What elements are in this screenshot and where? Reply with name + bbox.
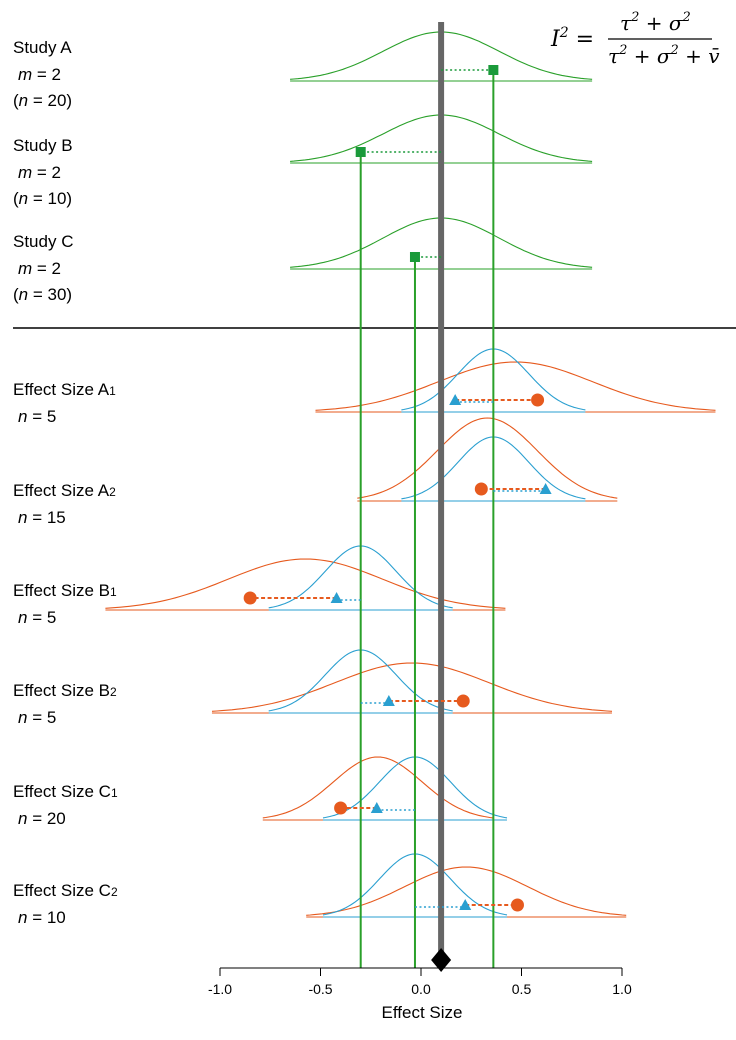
effect-a2-n: n = 15 — [18, 508, 66, 527]
effect-c2-distribution — [306, 866, 627, 916]
effect-b1-distribution — [105, 558, 506, 609]
adjusted-a2-marker — [539, 483, 552, 494]
effect-a2-distribution — [357, 417, 618, 499]
study-b-name: Study B — [13, 136, 73, 155]
x-tick-label-0: -1.0 — [208, 981, 232, 997]
study-b-marker — [355, 147, 366, 157]
effect-c1-name: Effect Size C1 — [13, 782, 118, 801]
study-b-n: (n = 10) — [13, 189, 72, 208]
effect-a2-marker — [474, 482, 488, 496]
effect-c2-name: Effect Size C2 — [13, 881, 118, 900]
x-tick-label-1: -0.5 — [308, 981, 332, 997]
overall-effect-diamond — [431, 948, 452, 972]
formula-denominator: τ2 + σ2 + v̄ — [608, 43, 720, 68]
effect-c1-distribution — [262, 756, 493, 819]
formula-lhs: I — [550, 27, 561, 52]
effect-c2-n: n = 10 — [18, 908, 66, 927]
svg-text:I2 =: I2 = — [550, 25, 594, 52]
effect-b2-n: n = 5 — [18, 708, 56, 727]
effect-c1-n: n = 20 — [18, 809, 66, 828]
effect-c2-marker — [510, 898, 524, 912]
effect-a1-n: n = 5 — [18, 407, 56, 426]
study-labels: Study A m = 2 (n = 20) Study B m = 2 (n … — [13, 38, 73, 304]
formula-lhs-sup: 2 — [559, 25, 569, 41]
effect-a1-distribution — [315, 361, 716, 411]
effect-markers — [243, 65, 552, 912]
study-a-n: (n = 20) — [13, 91, 72, 110]
adjusted-b2-marker — [382, 695, 395, 706]
study-a-name: Study A — [13, 38, 72, 57]
effect-b1-name: Effect Size B1 — [13, 581, 117, 600]
adjusted-c1-marker — [370, 802, 383, 813]
effect-a2-name: Effect Size A2 — [13, 481, 116, 500]
study-a-marker — [488, 65, 499, 75]
i-squared-formula: I2 = τ2 + σ2 τ2 + σ2 + v̄ — [550, 10, 720, 68]
effect-b2-marker — [456, 694, 470, 708]
adjusted-a1-marker — [449, 394, 462, 405]
study-c-marker — [409, 252, 420, 262]
x-tick-label-3: 0.5 — [512, 981, 532, 997]
study-c-m: m = 2 — [18, 259, 61, 278]
x-axis-label: Effect Size — [382, 1003, 463, 1022]
effect-b1-n: n = 5 — [18, 608, 56, 627]
overall-effect-line — [431, 22, 452, 972]
formula-numerator: τ2 + σ2 — [620, 10, 691, 35]
effect-b2-distribution — [211, 662, 613, 712]
effect-size-labels: Effect Size A1 n = 5 Effect Size A2 n = … — [13, 380, 118, 927]
x-tick-label-4: 1.0 — [612, 981, 632, 997]
effect-c1-marker — [334, 801, 348, 815]
study-reference-lines — [359, 70, 495, 968]
x-tick-label-2: 0.0 — [411, 981, 431, 997]
adjusted-c2-marker — [459, 899, 472, 910]
study-a-m: m = 2 — [18, 65, 61, 84]
study-c-name: Study C — [13, 232, 73, 251]
effect-b1-marker — [243, 591, 257, 605]
x-axis: -1.0 -0.5 0.0 0.5 1.0 — [208, 967, 632, 997]
study-c-n: (n = 30) — [13, 285, 72, 304]
effect-b2-name: Effect Size B2 — [13, 681, 117, 700]
distribution-curves — [105, 31, 716, 918]
study-b-m: m = 2 — [18, 163, 61, 182]
adjusted-b1-marker — [330, 592, 343, 603]
effect-a1-name: Effect Size A1 — [13, 380, 116, 399]
effect-a1-marker — [531, 393, 545, 407]
